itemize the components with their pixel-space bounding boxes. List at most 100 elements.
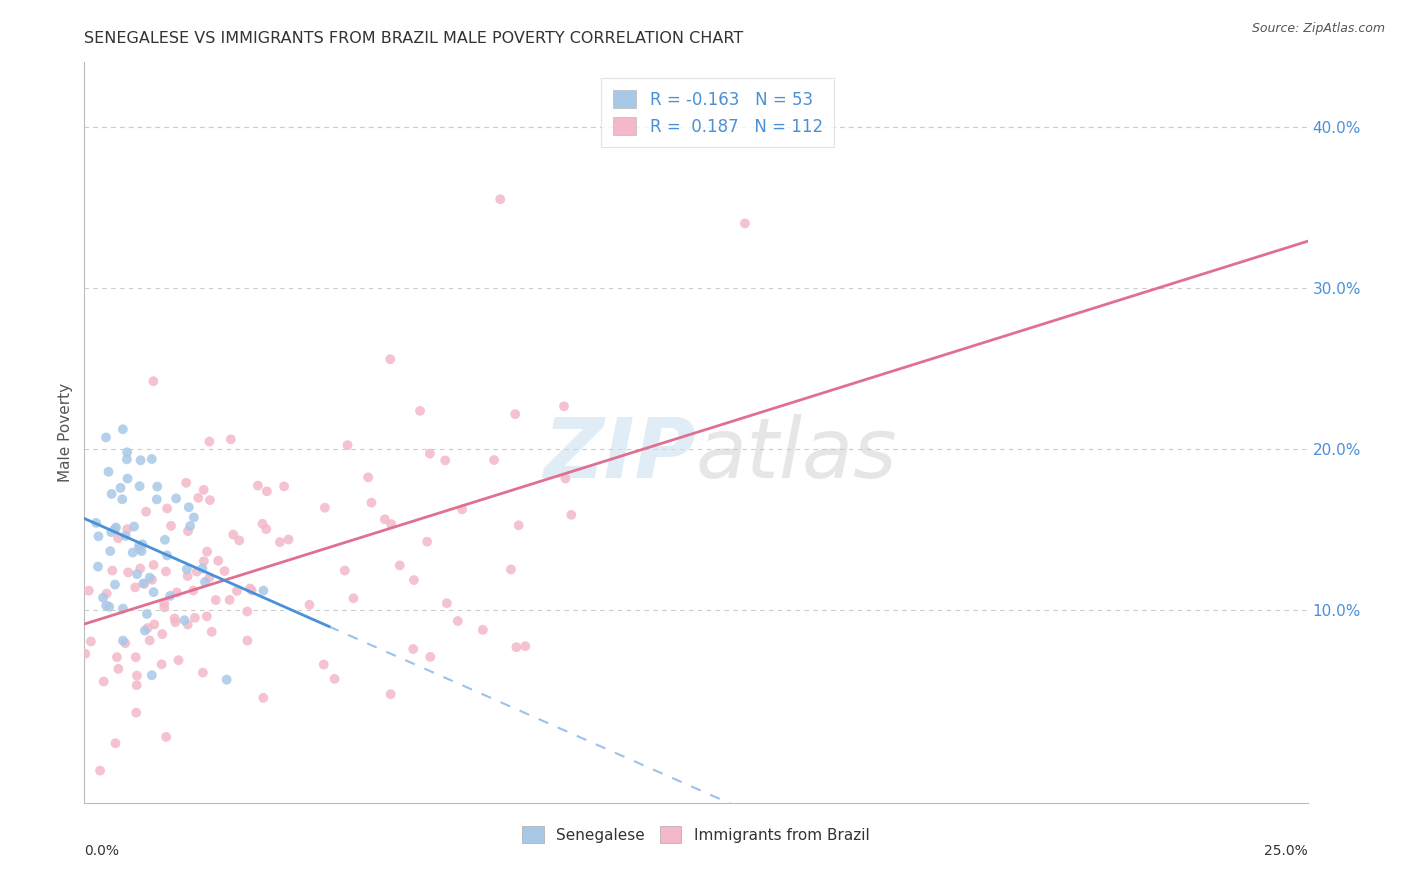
Point bbox=[128, 541, 150, 556]
Point bbox=[198, 571, 221, 585]
Point bbox=[198, 493, 221, 508]
Point bbox=[374, 512, 396, 526]
Point bbox=[96, 599, 118, 613]
Point bbox=[132, 576, 155, 591]
Point bbox=[515, 639, 537, 653]
Text: Source: ZipAtlas.com: Source: ZipAtlas.com bbox=[1251, 22, 1385, 36]
Point bbox=[165, 491, 187, 506]
Point bbox=[153, 596, 176, 610]
Point bbox=[219, 433, 242, 447]
Point bbox=[471, 623, 494, 637]
Point bbox=[146, 492, 169, 507]
Point bbox=[177, 617, 200, 632]
Point bbox=[734, 216, 756, 230]
Point bbox=[100, 525, 122, 540]
Point bbox=[87, 559, 110, 574]
Point bbox=[252, 690, 274, 705]
Point bbox=[105, 650, 128, 665]
Point bbox=[155, 565, 177, 579]
Point bbox=[273, 479, 295, 493]
Point bbox=[138, 571, 160, 585]
Point bbox=[138, 633, 160, 648]
Point bbox=[89, 764, 111, 778]
Point bbox=[124, 580, 146, 594]
Point bbox=[380, 517, 402, 532]
Point bbox=[198, 434, 221, 449]
Point bbox=[482, 453, 505, 467]
Point bbox=[204, 593, 226, 607]
Text: 25.0%: 25.0% bbox=[1264, 844, 1308, 857]
Point bbox=[93, 674, 115, 689]
Point bbox=[177, 524, 200, 538]
Point bbox=[402, 573, 425, 587]
Point bbox=[489, 192, 512, 206]
Point bbox=[360, 496, 382, 510]
Point bbox=[107, 662, 129, 676]
Point bbox=[357, 470, 380, 484]
Point bbox=[342, 591, 364, 606]
Point bbox=[402, 642, 425, 657]
Point bbox=[114, 636, 136, 650]
Point bbox=[98, 544, 121, 558]
Point bbox=[236, 633, 259, 648]
Point bbox=[98, 599, 121, 614]
Point bbox=[125, 668, 148, 682]
Point bbox=[111, 633, 134, 648]
Point bbox=[141, 452, 163, 467]
Point bbox=[128, 539, 150, 553]
Point bbox=[499, 562, 522, 576]
Point bbox=[165, 615, 187, 630]
Point bbox=[136, 607, 159, 621]
Point bbox=[560, 508, 582, 522]
Point bbox=[236, 604, 259, 618]
Point bbox=[117, 472, 139, 486]
Point bbox=[125, 678, 148, 692]
Point bbox=[176, 562, 198, 576]
Text: 0.0%: 0.0% bbox=[84, 844, 120, 857]
Point bbox=[135, 505, 157, 519]
Point bbox=[100, 487, 122, 501]
Point bbox=[80, 634, 103, 648]
Point bbox=[131, 544, 153, 558]
Text: atlas: atlas bbox=[696, 414, 897, 495]
Point bbox=[187, 491, 209, 505]
Point bbox=[122, 519, 145, 533]
Point bbox=[156, 501, 179, 516]
Point bbox=[505, 640, 527, 655]
Point bbox=[159, 589, 181, 603]
Point bbox=[388, 558, 411, 573]
Point bbox=[207, 554, 229, 568]
Point bbox=[314, 500, 336, 515]
Point bbox=[115, 445, 138, 459]
Point bbox=[141, 573, 163, 587]
Point bbox=[252, 516, 274, 531]
Point bbox=[84, 516, 107, 530]
Point bbox=[246, 478, 269, 492]
Point bbox=[114, 529, 136, 543]
Point bbox=[104, 522, 127, 536]
Point bbox=[121, 545, 143, 559]
Point bbox=[298, 598, 321, 612]
Point bbox=[160, 519, 183, 533]
Point bbox=[156, 549, 179, 563]
Point bbox=[252, 583, 274, 598]
Point bbox=[226, 584, 249, 599]
Point bbox=[125, 706, 148, 720]
Point bbox=[215, 673, 238, 687]
Point bbox=[240, 583, 263, 598]
Point bbox=[336, 438, 359, 452]
Point bbox=[503, 407, 526, 421]
Point bbox=[97, 465, 120, 479]
Point bbox=[104, 577, 127, 591]
Point bbox=[134, 624, 156, 638]
Point bbox=[153, 533, 176, 547]
Point bbox=[128, 479, 150, 493]
Point bbox=[277, 533, 299, 547]
Point bbox=[129, 453, 152, 467]
Point bbox=[167, 653, 190, 667]
Point bbox=[153, 600, 176, 615]
Point bbox=[111, 601, 134, 615]
Point bbox=[101, 564, 124, 578]
Point bbox=[323, 672, 346, 686]
Point bbox=[181, 583, 204, 598]
